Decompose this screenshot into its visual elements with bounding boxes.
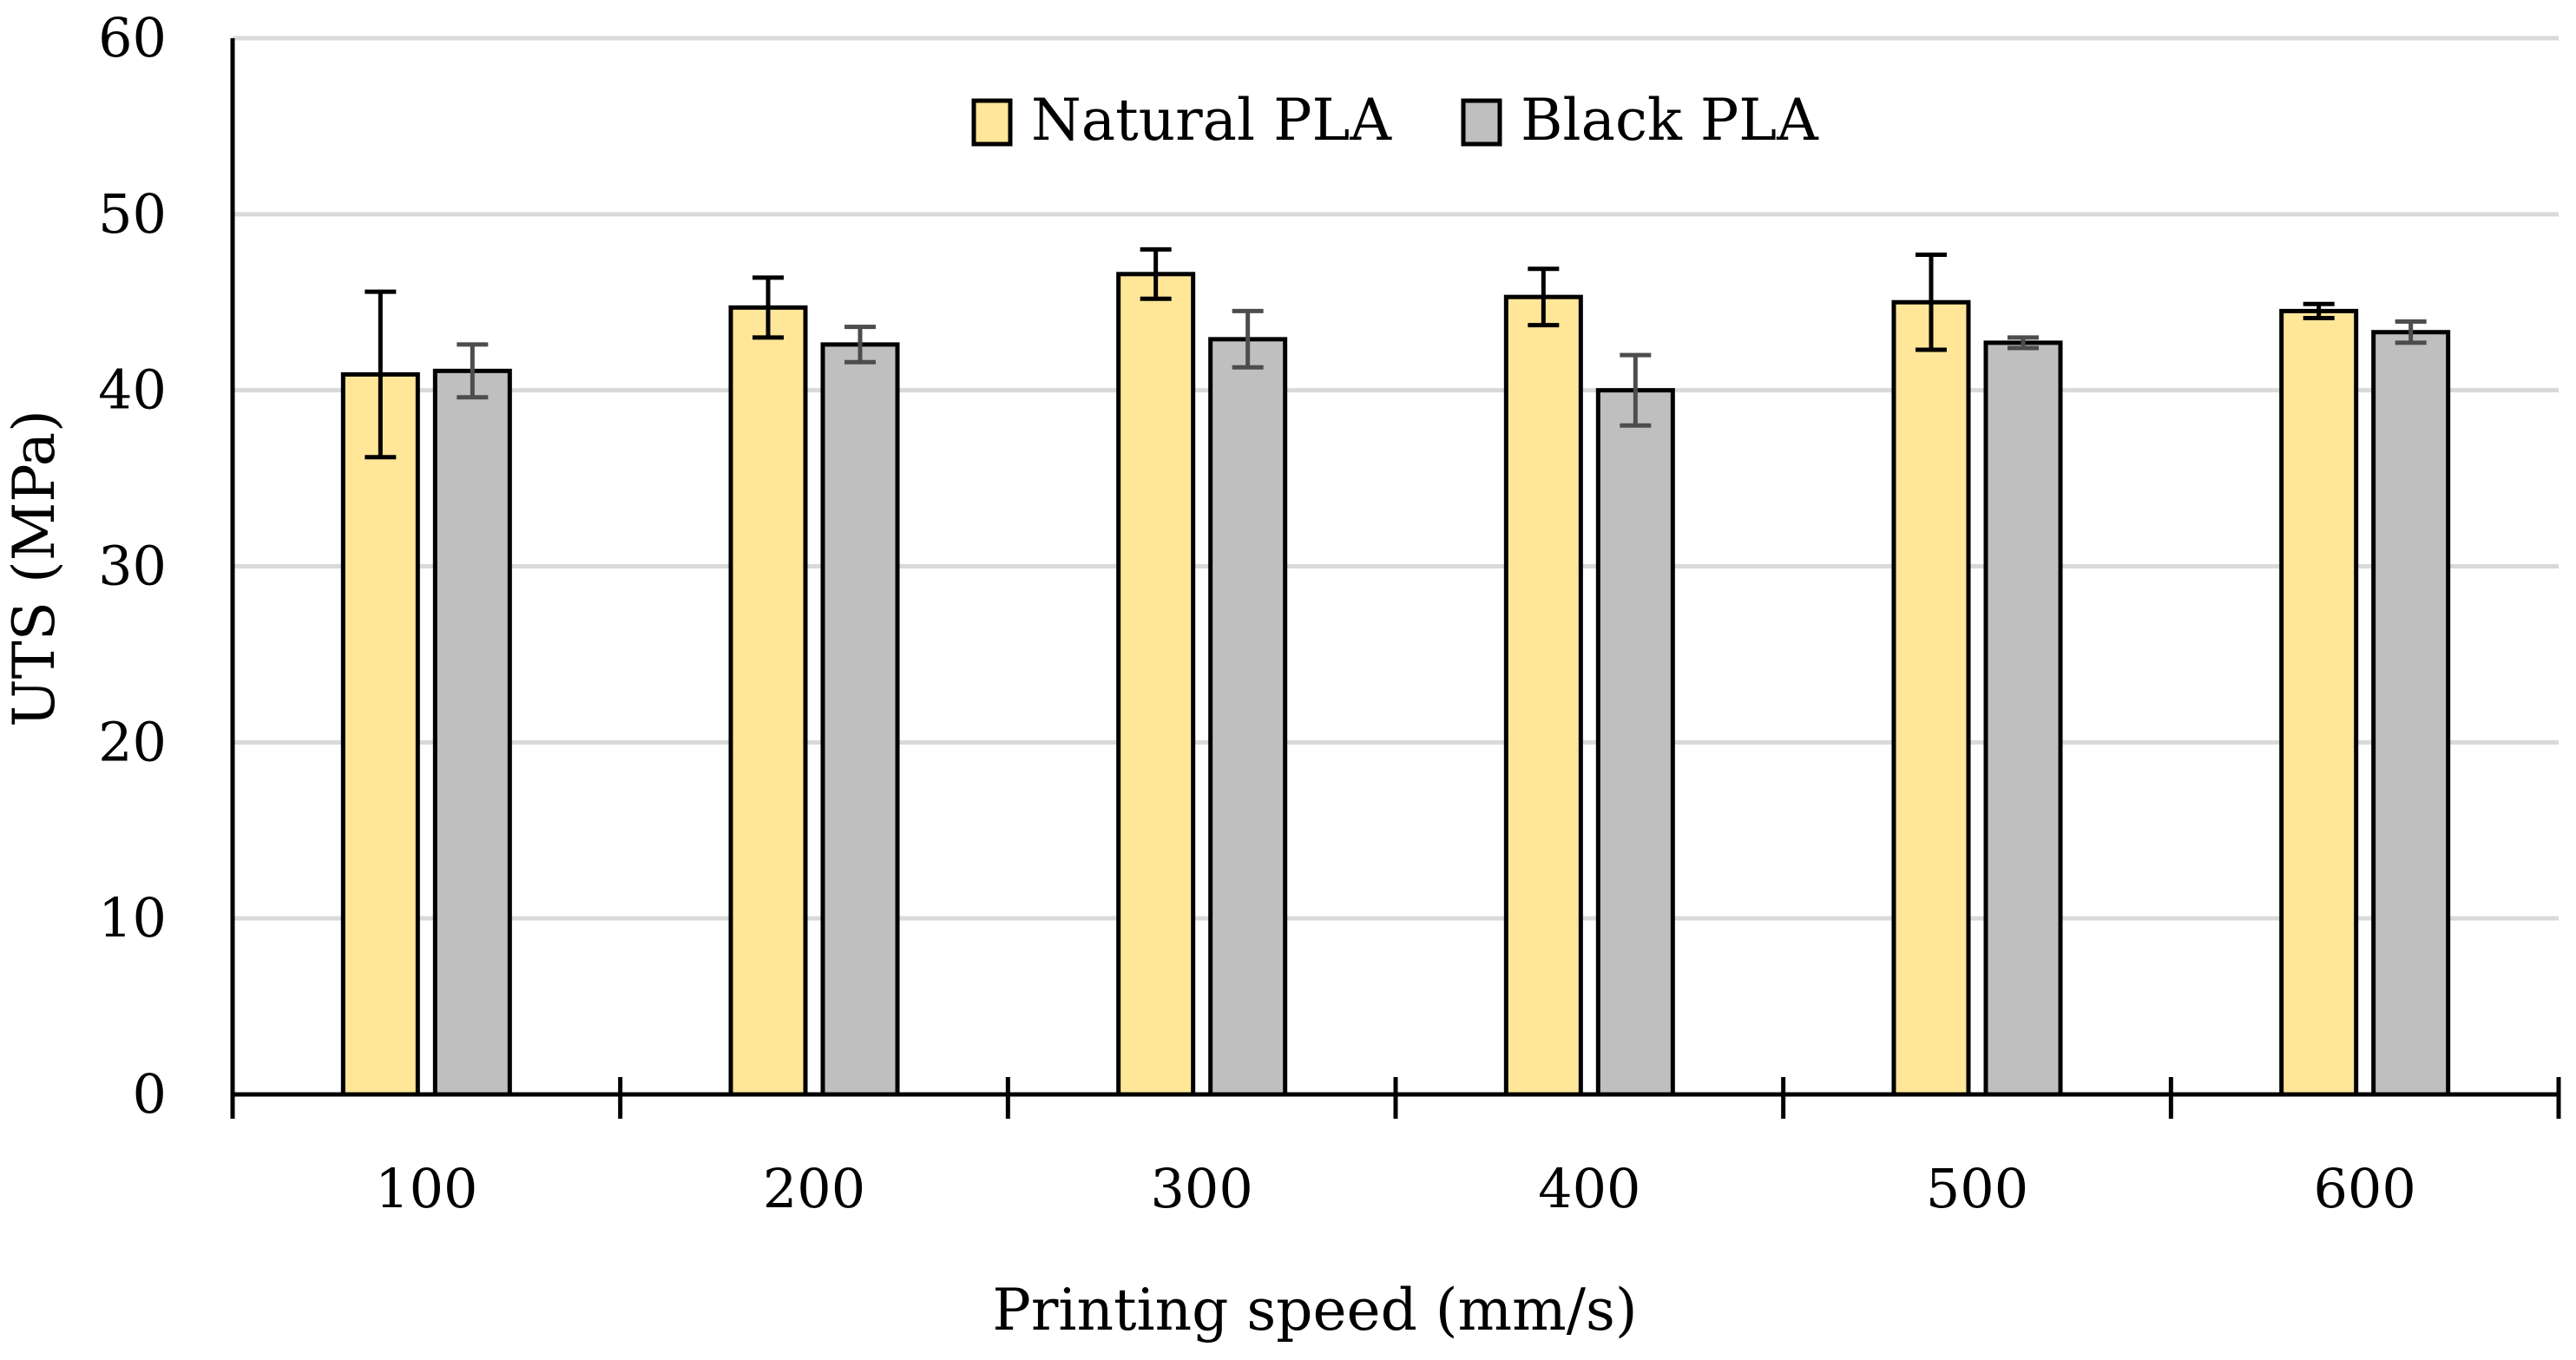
bar [820, 342, 900, 1097]
bar [340, 371, 420, 1097]
y-tick-label: 50 [98, 182, 167, 246]
bar [1208, 337, 1288, 1097]
x-axis-title: Printing speed (mm/s) [992, 1277, 1637, 1344]
bar [1891, 299, 1971, 1097]
x-tick-label: 100 [375, 1157, 477, 1220]
bar [2279, 308, 2359, 1097]
bar [1503, 294, 1583, 1097]
bar [432, 368, 512, 1097]
bar [2371, 330, 2451, 1097]
x-tick-label: 300 [1150, 1157, 1252, 1220]
y-axis-title: UTS (MPa) [1, 410, 68, 727]
x-tick-label: 500 [1926, 1157, 2028, 1220]
tick-labels: 0 10 20 30 40 50 60 100 200 300 400 500 600 [98, 6, 2416, 1220]
bar [728, 305, 808, 1097]
legend-label: Natural PLA [1031, 87, 1392, 154]
y-tick-label: 30 [98, 535, 167, 598]
y-tick-label: 60 [98, 6, 167, 69]
y-tick-label: 10 [98, 886, 167, 949]
y-tick-label: 0 [133, 1062, 167, 1126]
legend-swatch [971, 98, 1013, 147]
x-tick-label: 600 [2313, 1157, 2415, 1220]
bar [1595, 388, 1675, 1097]
bar [1116, 272, 1196, 1097]
axes [230, 38, 2561, 1119]
bar [1983, 340, 2063, 1097]
x-tick-label: 200 [763, 1157, 865, 1220]
legend-label: Black PLA [1521, 87, 1819, 154]
legend-swatch [1461, 98, 1502, 147]
y-tick-label: 20 [98, 710, 167, 773]
bars [340, 246, 2451, 1097]
y-tick-label: 40 [98, 358, 167, 422]
legend: Natural PLA Black PLA [971, 87, 1819, 154]
gridlines [233, 36, 2559, 921]
x-tick-label: 400 [1538, 1157, 1640, 1220]
